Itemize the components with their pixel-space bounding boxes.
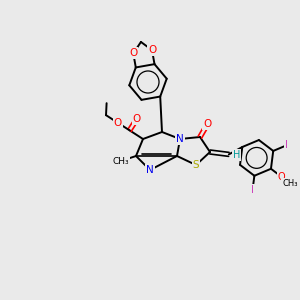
Text: O: O bbox=[129, 48, 137, 59]
Text: O: O bbox=[133, 114, 141, 124]
Text: CH₃: CH₃ bbox=[112, 157, 129, 166]
Text: O: O bbox=[148, 45, 156, 55]
Text: I: I bbox=[285, 140, 288, 151]
Text: O: O bbox=[114, 118, 122, 128]
Text: CH₃: CH₃ bbox=[282, 179, 298, 188]
Text: S: S bbox=[193, 160, 199, 170]
Text: H: H bbox=[233, 150, 241, 161]
Text: O: O bbox=[278, 172, 285, 182]
Text: N: N bbox=[176, 134, 184, 144]
Text: N: N bbox=[146, 165, 154, 175]
Text: I: I bbox=[251, 184, 254, 195]
Text: O: O bbox=[203, 119, 211, 129]
